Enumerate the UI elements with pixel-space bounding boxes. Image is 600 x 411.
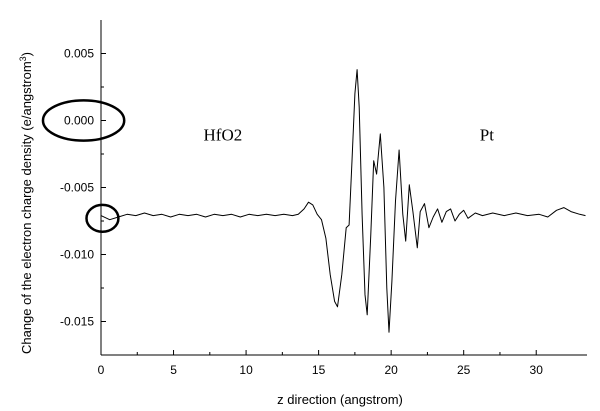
series-line	[100, 69, 586, 333]
x-tick-label: 20	[384, 363, 398, 377]
y-tick-label: 0.000	[64, 114, 94, 128]
x-tick-label: 0	[98, 363, 105, 377]
x-axis-title: z direction (angstrom)	[277, 392, 403, 407]
y-ticks: 0.005 0.000 -0.005 -0.010 -0.015	[60, 47, 106, 356]
axes	[100, 20, 587, 356]
hand-drawn-circle	[41, 99, 126, 142]
hand-drawn-circle	[85, 203, 120, 233]
y-tick-label: 0.005	[64, 47, 94, 61]
y-tick-label: -0.005	[60, 181, 94, 195]
x-tick-label: 30	[530, 363, 544, 377]
y-tick-label: -0.010	[60, 248, 94, 262]
x-tick-label: 5	[170, 363, 177, 377]
x-ticks: 0 5 10 15 20 25 30	[98, 350, 544, 377]
region-label: HfO2	[204, 126, 243, 145]
y-axis-title-main: Change of the electron charge density (e…	[19, 61, 34, 354]
hand-drawn-marks	[41, 99, 126, 233]
x-tick-label: 15	[312, 363, 326, 377]
data-series	[100, 69, 586, 333]
annotations: HfO2 Pt	[204, 126, 495, 145]
x-tick-label: 25	[457, 363, 471, 377]
y-tick-label: -0.015	[60, 315, 94, 329]
x-tick-label: 10	[239, 363, 253, 377]
y-axis-title-close: )	[19, 52, 34, 56]
y-axis-title-superscript: 3	[18, 56, 28, 61]
y-axis-title: Change of the electron charge density (e…	[18, 52, 34, 354]
region-label: Pt	[480, 126, 494, 145]
